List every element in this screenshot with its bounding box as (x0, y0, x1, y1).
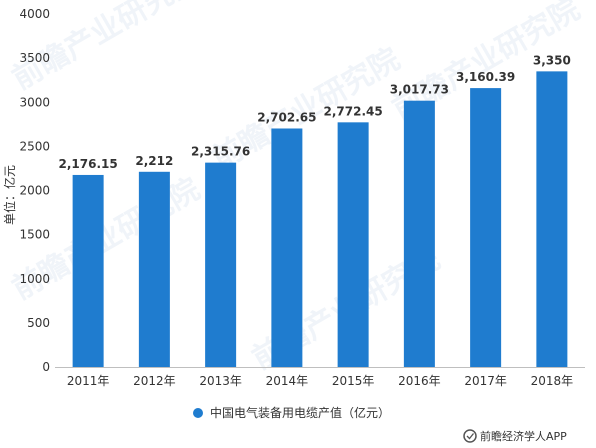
x-tick-label: 2014年 (266, 374, 309, 388)
legend: 中国电气装备用电缆产值（亿元） (193, 405, 390, 420)
x-tick-label: 2016年 (398, 374, 441, 388)
y-axis-label: 单位：亿元 (2, 165, 17, 225)
data-label: 3,160.39 (456, 70, 515, 84)
brand-logo-icon (463, 429, 477, 443)
x-tick-label: 2011年 (67, 374, 110, 388)
data-label: 2,315.76 (191, 145, 250, 159)
bar (271, 128, 303, 367)
x-tick-label: 2015年 (332, 374, 375, 388)
x-tick-label: 2018年 (531, 374, 574, 388)
y-tick-label: 1000 (19, 272, 50, 286)
x-tick-label: 2013年 (199, 374, 242, 388)
y-tick-label: 2000 (19, 184, 50, 198)
bar (72, 174, 104, 367)
x-tick-label: 2017年 (464, 374, 507, 388)
y-tick-label: 3000 (19, 95, 50, 109)
data-label: 2,176.15 (59, 157, 118, 171)
legend-label: 中国电气装备用电缆产值（亿元） (210, 405, 390, 420)
x-axis-ticks: 2011年 2012年 2013年 2014年 2015年 2016年 2017年 2018年 (67, 374, 573, 388)
data-label: 3,017.73 (390, 83, 449, 97)
footer-text: 前瞻经济学人APP (480, 429, 567, 443)
data-label: 2,702.65 (257, 110, 316, 124)
y-axis-ticks: 0 500 1000 1500 2000 2500 3000 3500 4000 (19, 7, 50, 374)
y-tick-label: 2500 (19, 139, 50, 153)
y-tick-label: 500 (27, 316, 50, 330)
bar (470, 88, 502, 367)
data-label: 2,212 (135, 154, 173, 168)
bar (337, 122, 369, 367)
x-tick-label: 2012年 (133, 374, 176, 388)
data-label: 2,772.45 (324, 104, 383, 118)
data-label: 3,350 (533, 53, 571, 67)
bars (72, 71, 568, 368)
brand-logo-icon-inner (466, 433, 475, 440)
bar (536, 71, 568, 368)
y-tick-label: 3500 (19, 51, 50, 65)
bar (403, 100, 435, 367)
y-tick-label: 1500 (19, 228, 50, 242)
bar (138, 171, 170, 367)
data-labels: 2,176.15 2,212 2,315.76 2,702.65 2,772.45 3,0… (59, 53, 571, 171)
footer-brand: 前瞻经济学人APP (463, 429, 567, 443)
legend-marker (193, 408, 203, 418)
bar (205, 162, 237, 367)
y-tick-label: 4000 (19, 7, 50, 21)
y-tick-label: 0 (42, 360, 50, 374)
